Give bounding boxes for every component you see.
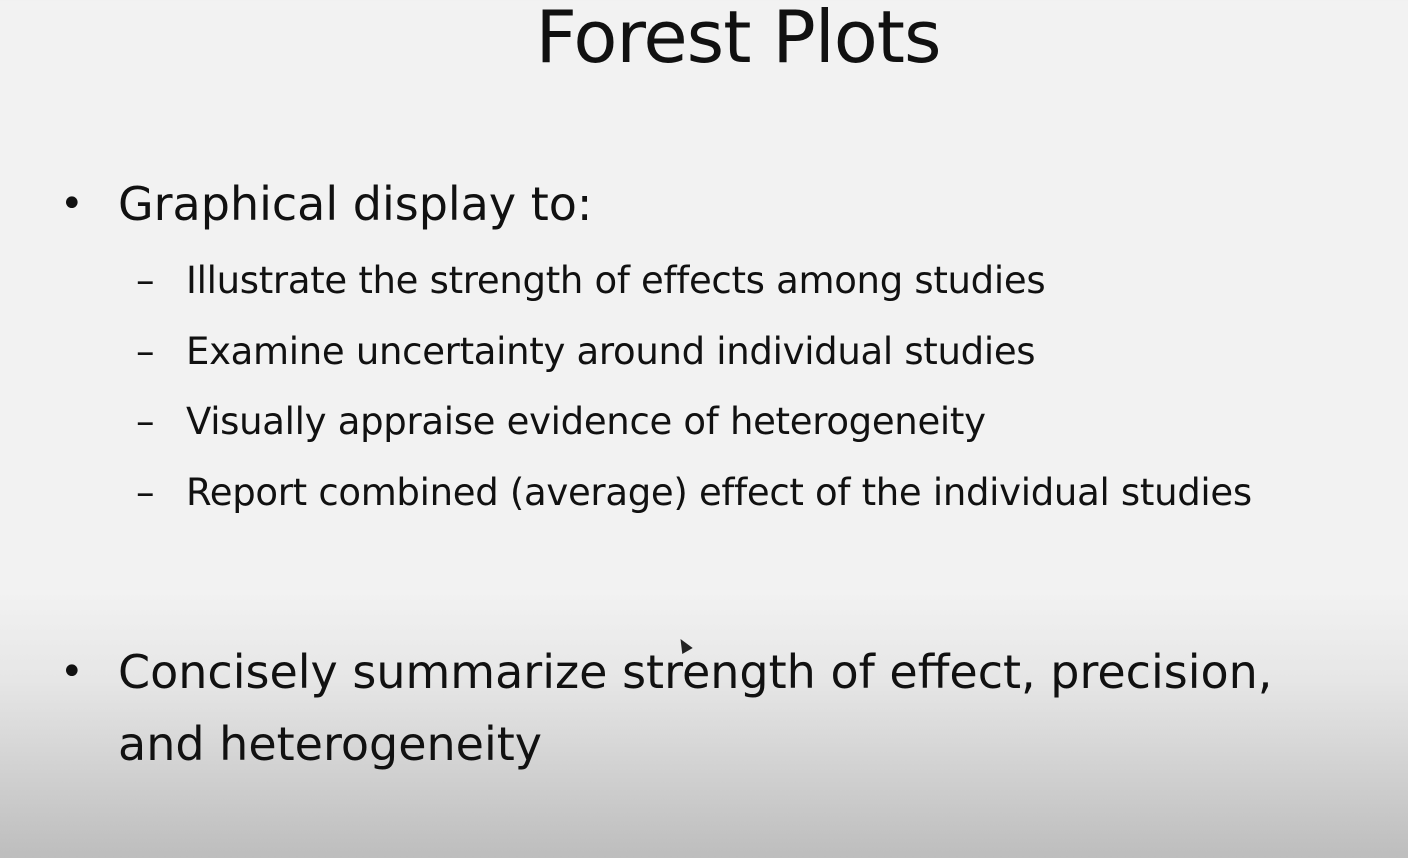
sub-item-text: Report combined (average) effect of the … bbox=[186, 471, 1252, 514]
sub-item-text: Illustrate the strength of effects among… bbox=[186, 259, 1046, 302]
sub-item-dash: – bbox=[136, 259, 155, 302]
bullet-text: Graphical display to: bbox=[118, 177, 593, 231]
sub-item-dash: – bbox=[136, 400, 155, 443]
sub-item-text: Examine uncertainty around individual st… bbox=[186, 330, 1036, 373]
bullet-text: Concisely summarize strength of effect, … bbox=[118, 645, 1273, 771]
sub-item-text: Visually appraise evidence of heterogene… bbox=[186, 400, 986, 443]
sub-item-dash: – bbox=[136, 330, 155, 373]
sub-item-dash: – bbox=[136, 471, 155, 514]
bullet-dot: • bbox=[60, 181, 84, 227]
bullet-dot: • bbox=[60, 649, 84, 695]
slide-title: Forest Plots bbox=[535, 0, 941, 79]
